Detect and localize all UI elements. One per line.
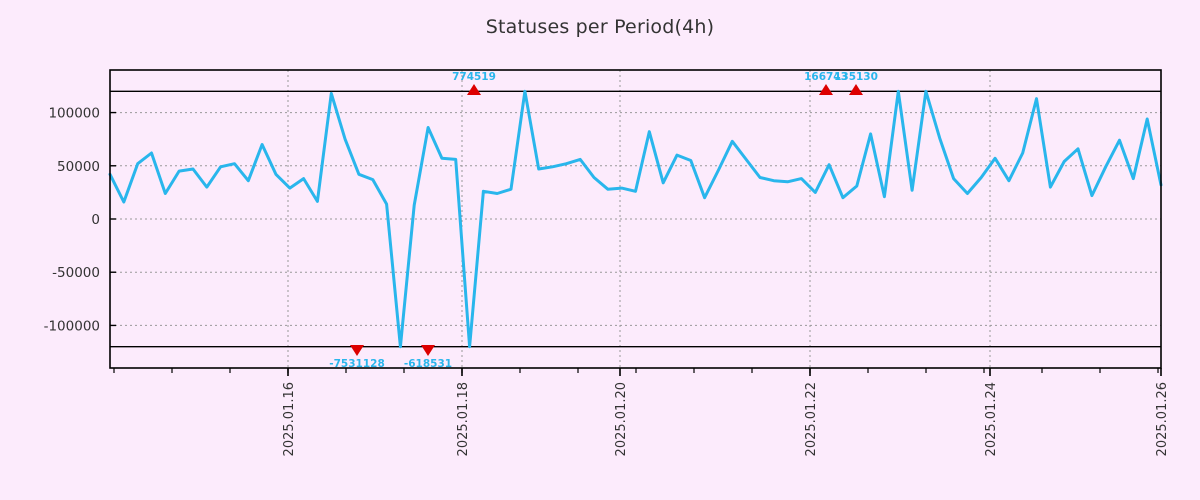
y-tick-label: 50000 [57, 159, 100, 175]
x-tick-label: 2025.01.26 [1155, 382, 1170, 456]
outlier-marker: -618531 [404, 345, 452, 370]
x-axis: 2025.01.16 2025.01.18 2025.01.20 2025.01.22… [113, 368, 1170, 456]
y-tick-label: -50000 [52, 265, 100, 281]
outlier-marker: 135130 [834, 71, 878, 95]
outlier-value-label: 135130 [834, 71, 878, 83]
data-series-line [108, 89, 1163, 349]
y-tick-label: -100000 [44, 318, 100, 334]
y-tick-label: 100000 [48, 106, 100, 122]
outlier-value-label: -618531 [404, 358, 452, 370]
chart-title: Statuses per Period(4h) [485, 16, 715, 38]
y-tick-label: 0 [91, 212, 100, 228]
x-tick-label: 2025.01.22 [804, 382, 819, 456]
y-axis: 100000 50000 0 -50000 -100000 [44, 106, 116, 334]
horizontal-gridlines [110, 112, 1161, 326]
x-tick-label: 2025.01.20 [614, 382, 629, 456]
outlier-marker: 774519 [452, 71, 496, 95]
outlier-marker: 166743 [804, 71, 848, 95]
x-tick-label: 2025.01.18 [456, 382, 471, 456]
outlier-value-label: -7531128 [329, 358, 385, 370]
clip-threshold-lines [110, 90, 1161, 348]
outlier-marker: -7531128 [329, 345, 385, 370]
outlier-value-label: 774519 [452, 71, 496, 83]
x-tick-label: 2025.01.24 [984, 382, 999, 456]
outlier-value-label: 166743 [804, 71, 848, 83]
x-tick-label: 2025.01.16 [282, 382, 297, 456]
